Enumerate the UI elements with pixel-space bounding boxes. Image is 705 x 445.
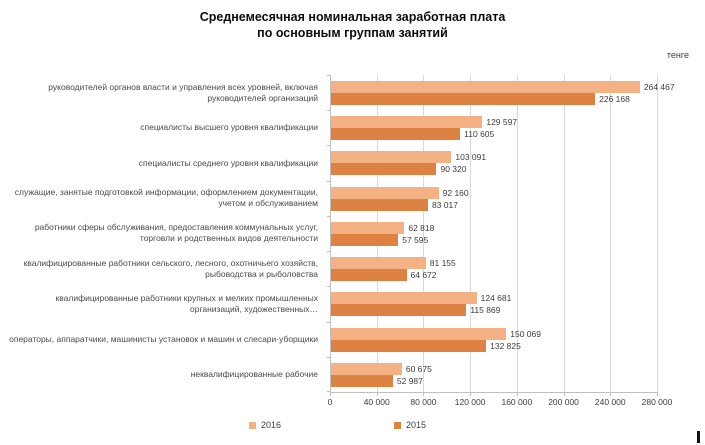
value-label-2016: 129 597 xyxy=(486,117,518,128)
chart-title-line1: Среднемесячная номинальная заработная пл… xyxy=(199,10,506,24)
category-label: руководителей органов власти и управлени… xyxy=(48,81,318,103)
bar-2016 xyxy=(331,116,483,129)
y-axis-tick xyxy=(327,145,331,146)
x-tick-label: 200 000 xyxy=(548,397,579,407)
category-label: служащие, занятые подготовкой информации… xyxy=(14,187,318,209)
x-tick-label: 120 000 xyxy=(454,397,486,407)
x-tick-label: 0 xyxy=(327,397,333,407)
y-axis-tick xyxy=(327,322,331,323)
bar-2016 xyxy=(331,151,452,164)
value-label-2015: 226 168 xyxy=(599,94,630,104)
category-label: неквалифицированные рабочие xyxy=(190,368,318,379)
category-label: специалисты среднего уровня квалификации xyxy=(138,157,318,168)
bar-2015 xyxy=(331,304,467,317)
value-label-2016: 62 818 xyxy=(408,222,435,233)
legend-entry-2015: 2015 xyxy=(394,418,426,432)
x-axis-tick xyxy=(657,393,658,396)
plot-area: 264 467 226 168 129 597 110 605 103 091 90 32… xyxy=(327,75,675,396)
category-axis-labels: руководителей органов власти и управлени… xyxy=(4,75,324,392)
x-tick-label: 40 000 xyxy=(363,397,390,407)
gridline xyxy=(563,75,565,392)
y-axis-tick xyxy=(327,286,331,287)
value-label-2016: 150 069 xyxy=(510,328,541,339)
y-axis-tick xyxy=(327,391,331,392)
value-label-2015: 110 605 xyxy=(464,129,495,140)
y-axis-tick xyxy=(327,181,331,182)
category-label: квалифицированные работники крупных и ме… xyxy=(55,292,318,314)
gridline xyxy=(470,75,472,392)
bar-2016 xyxy=(331,186,439,199)
value-label-2015: 83 017 xyxy=(431,199,458,210)
value-label-2015: 90 320 xyxy=(440,164,467,175)
legend-swatch-2015-icon xyxy=(394,421,401,429)
x-axis-tick xyxy=(563,393,565,396)
y-axis-tick xyxy=(327,110,331,111)
y-axis-tick xyxy=(327,75,331,76)
bar-2015 xyxy=(331,198,428,211)
x-tick-label: 280 000 xyxy=(641,397,673,407)
bar-2015 xyxy=(331,374,393,387)
value-label-2015: 115 869 xyxy=(470,305,501,316)
legend-label-2016: 2016 xyxy=(261,420,282,430)
bar-2015 xyxy=(331,163,437,176)
legend-swatch-2016-icon xyxy=(249,421,256,429)
legend: 2016 2015 xyxy=(0,418,705,432)
legend-entry-2016: 2016 xyxy=(249,418,281,432)
chart-title: Среднемесячная номинальная заработная пл… xyxy=(0,9,705,41)
y-axis-tick xyxy=(327,216,331,217)
value-label-2016: 81 155 xyxy=(429,258,456,269)
value-label-2016: 60 675 xyxy=(405,363,432,374)
x-axis-tick xyxy=(516,393,518,396)
x-tick-label: 80 000 xyxy=(410,397,437,407)
value-label-2015: 132 825 xyxy=(490,340,521,351)
category-label: квалифицированные работники сельского, л… xyxy=(23,257,318,279)
bar-2016 xyxy=(331,292,477,305)
x-axis-tick xyxy=(470,393,472,396)
bar-2016 xyxy=(331,221,405,234)
unit-label: тенге xyxy=(666,50,689,60)
bar-2015 xyxy=(331,93,596,105)
x-axis-tick xyxy=(376,393,378,396)
bar-2015 xyxy=(331,269,407,282)
bar-2015 xyxy=(331,339,487,352)
category-label: операторы, аппаратчики, машинисты устано… xyxy=(9,333,318,344)
value-label-2016: 92 160 xyxy=(442,187,469,198)
value-label-2016: 124 681 xyxy=(480,293,512,304)
bar-2016 xyxy=(331,362,402,375)
bar-2015 xyxy=(331,128,461,141)
x-axis-tick xyxy=(423,393,425,396)
y-axis-tick xyxy=(327,357,331,358)
category-label: работники сферы обслуживания, предоставл… xyxy=(34,222,318,244)
gridline xyxy=(610,75,612,392)
bar-2016 xyxy=(331,81,640,93)
category-label: специалисты высшего уровня квалификации xyxy=(140,122,318,133)
chart-title-line2: по основным группам занятий xyxy=(257,26,448,40)
x-axis-tick xyxy=(610,393,612,396)
x-tick-label: 160 000 xyxy=(501,397,533,407)
gridline xyxy=(657,75,658,392)
bar-2016 xyxy=(331,327,507,340)
value-label-2015: 64 672 xyxy=(410,270,437,281)
bar-2015 xyxy=(331,233,399,246)
x-axis-tick xyxy=(330,393,331,396)
value-label-2015: 57 595 xyxy=(402,234,429,245)
x-axis-tick-labels: 0 40 000 80 000 120 000 160 000 200 000 240 00… xyxy=(328,397,673,409)
value-label-2016: 103 091 xyxy=(455,152,487,163)
legend-label-2015: 2015 xyxy=(406,420,427,430)
value-label-2015: 52 987 xyxy=(396,375,423,386)
text-cursor-mark xyxy=(697,431,700,443)
gridline xyxy=(516,75,518,392)
x-tick-label: 240 000 xyxy=(594,397,626,407)
value-label-2016: 264 467 xyxy=(643,82,675,92)
gridline xyxy=(423,75,425,392)
y-axis-tick xyxy=(327,251,331,252)
bar-2016 xyxy=(331,257,426,270)
